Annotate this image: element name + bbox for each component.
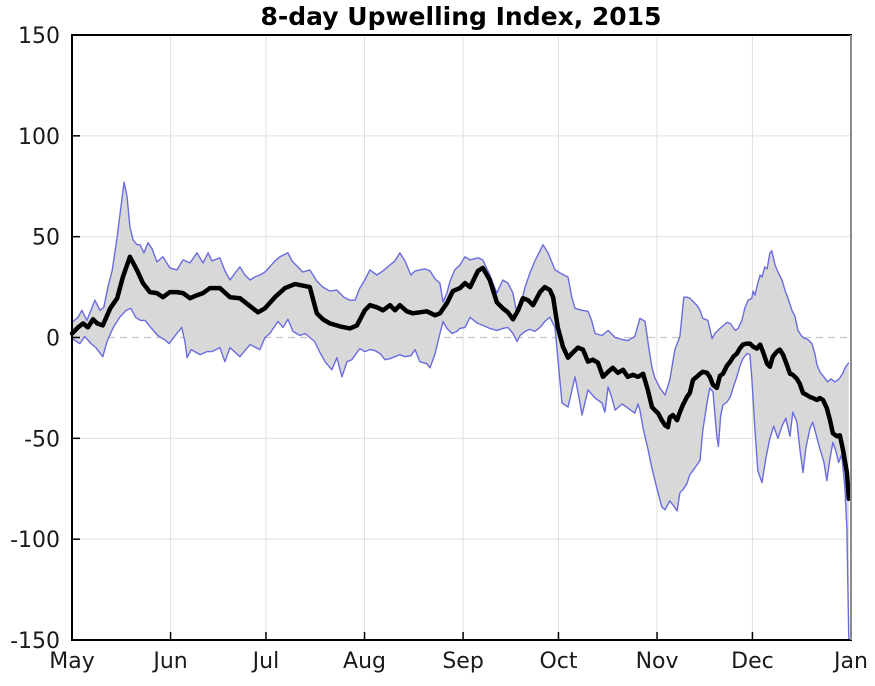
x-tick-label: Sep [442,649,483,674]
y-tick-label: -100 [10,528,60,553]
x-tick-label: Jul [251,649,280,674]
y-tick-label: -50 [24,427,60,452]
x-tick-label: Jan [832,649,868,674]
x-tick-label: Dec [731,649,774,674]
y-tick-label: -150 [10,629,60,654]
y-tick-label: 100 [18,125,60,150]
x-tick-label: May [49,649,94,674]
range-band [72,182,849,640]
x-tick-label: Jun [151,649,187,674]
y-tick-label: 50 [32,226,60,251]
mean-line [69,254,852,502]
lower-bound-line [71,307,850,641]
x-tick-label: Oct [539,649,577,674]
band-edge-lines [71,181,850,641]
y-axis-labels: -150 -100 -50 0 50 100 150 [10,24,60,654]
x-axis-labels: May Jun Jul Aug Sep Oct Nov Dec Jan [49,649,868,674]
y-tick-label: 0 [46,327,60,352]
chart-title: 8-day Upwelling Index, 2015 [261,2,662,31]
x-tick-label: Nov [636,649,679,674]
min-max-band-fill [72,182,849,640]
upper-bound-line [71,181,850,396]
mean-upwelling-line [69,254,852,502]
axis-box [71,34,852,641]
x-tick-label: Aug [343,649,386,674]
y-tick-label: 150 [18,24,60,49]
